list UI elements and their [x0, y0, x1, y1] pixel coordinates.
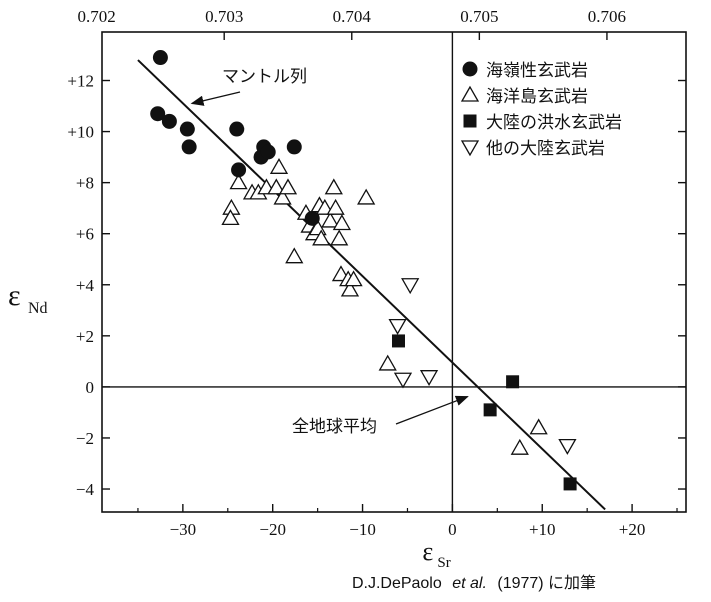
- data-point-open-triangle: [324, 178, 343, 195]
- data-point-open-triangle: [332, 214, 352, 231]
- top-tick-label: 0.705: [460, 7, 498, 26]
- data-point-open-inverted-triangle: [388, 318, 407, 335]
- annotation-arrow: [395, 395, 469, 425]
- y-tick-label: −4: [76, 480, 95, 499]
- legend-label: 海嶺性玄武岩: [486, 61, 588, 81]
- top-tick-label: 0.706: [588, 7, 626, 26]
- data-point-open-triangle: [269, 158, 289, 174]
- data-point-open-triangle: [273, 188, 292, 205]
- data-point-filled-circle: [260, 144, 276, 160]
- top-tick-label: 0.704: [333, 7, 372, 26]
- y-tick-label: +8: [76, 174, 94, 193]
- source-authors: D.J.DePaolo: [352, 575, 442, 592]
- y-axis-label: ε: [8, 279, 21, 312]
- data-point-open-triangle: [267, 178, 286, 195]
- data-marks: [137, 50, 606, 511]
- y-tick-label: +2: [76, 327, 94, 346]
- x-tick-label: +10: [529, 520, 556, 539]
- x-axis-label-sub: Sr: [437, 555, 450, 571]
- mantle-array-line: [137, 59, 606, 511]
- data-point-open-inverted-triangle: [419, 370, 439, 386]
- y-tick-label: +10: [67, 123, 94, 142]
- legend-label: 海洋島玄武岩: [486, 87, 588, 107]
- data-point-filled-circle: [150, 106, 166, 122]
- legend-label: 他の大陸玄武岩: [486, 139, 605, 159]
- legend-marker-filled-square: [463, 114, 477, 128]
- data-point-filled-square: [506, 375, 520, 389]
- data-point-open-triangle: [378, 354, 397, 371]
- data-point-open-triangle: [312, 229, 331, 246]
- data-point-filled-circle: [231, 162, 247, 178]
- x-tick-label: +20: [619, 520, 646, 539]
- data-point-open-triangle: [229, 173, 248, 190]
- axis-labels: −30 −20 −10 0 +10 +20−4−20+2+4+6+8+10+120.702…: [8, 7, 645, 571]
- plot-frame: [101, 31, 687, 513]
- data-point-filled-square: [483, 403, 497, 417]
- annotation-mantle-array: マントル列: [222, 67, 307, 87]
- data-point-open-triangle: [510, 438, 529, 455]
- source-citation: D.J.DePaolo et al. (1977) に加筆: [352, 574, 596, 592]
- annotation-arrow: [190, 91, 241, 106]
- data-point-open-triangle: [315, 198, 334, 215]
- data-point-open-triangle: [529, 418, 548, 435]
- legend-marker-open-inverted-triangle: [460, 140, 480, 157]
- x-axis-label: ε: [422, 537, 433, 566]
- data-point-open-triangle: [344, 270, 363, 287]
- data-point-filled-square: [563, 477, 577, 491]
- source-etal: et al.: [452, 575, 487, 592]
- y-tick-label: +12: [67, 72, 94, 91]
- data-point-open-triangle: [330, 229, 349, 246]
- data-point-open-inverted-triangle: [393, 372, 413, 389]
- data-point-open-triangle: [340, 280, 360, 297]
- data-point-open-triangle: [321, 211, 340, 228]
- y-tick-label: 0: [86, 378, 95, 397]
- data-point-open-triangle: [326, 198, 345, 215]
- y-tick-label: +6: [76, 225, 94, 244]
- data-point-filled-circle: [152, 50, 168, 66]
- data-point-open-triangle: [278, 178, 298, 195]
- legend-label: 大陸の洪水玄武岩: [486, 113, 622, 133]
- data-point-filled-circle: [304, 210, 320, 226]
- data-point-open-inverted-triangle: [558, 438, 577, 455]
- x-tick-label: −30: [170, 520, 197, 539]
- data-point-open-triangle: [357, 188, 376, 205]
- data-point-filled-square: [391, 334, 405, 348]
- data-point-filled-circle: [161, 113, 177, 129]
- top-tick-label: 0.703: [205, 7, 243, 26]
- data-point-open-triangle: [285, 247, 304, 264]
- data-point-filled-circle: [179, 121, 195, 137]
- x-tick-label: 0: [448, 520, 457, 539]
- y-tick-label: −2: [76, 429, 94, 448]
- legend-marker-open-triangle: [460, 85, 480, 102]
- data-point-filled-circle: [286, 139, 302, 155]
- y-tick-label: +4: [76, 276, 95, 295]
- plot-area: [101, 31, 687, 513]
- data-point-filled-circle: [229, 121, 245, 137]
- x-tick-label: −20: [259, 520, 286, 539]
- data-point-filled-circle: [181, 139, 197, 155]
- x-tick-label: −10: [349, 520, 376, 539]
- annotation-bulk-earth: 全地球平均: [292, 417, 377, 437]
- top-tick-label: 0.702: [77, 7, 115, 26]
- data-point-open-triangle: [221, 209, 240, 226]
- legend-marker-filled-circle: [462, 61, 478, 77]
- y-axis-label-sub: Nd: [28, 300, 48, 317]
- data-point-open-inverted-triangle: [401, 278, 420, 295]
- source-rest: (1977) に加筆: [497, 574, 596, 592]
